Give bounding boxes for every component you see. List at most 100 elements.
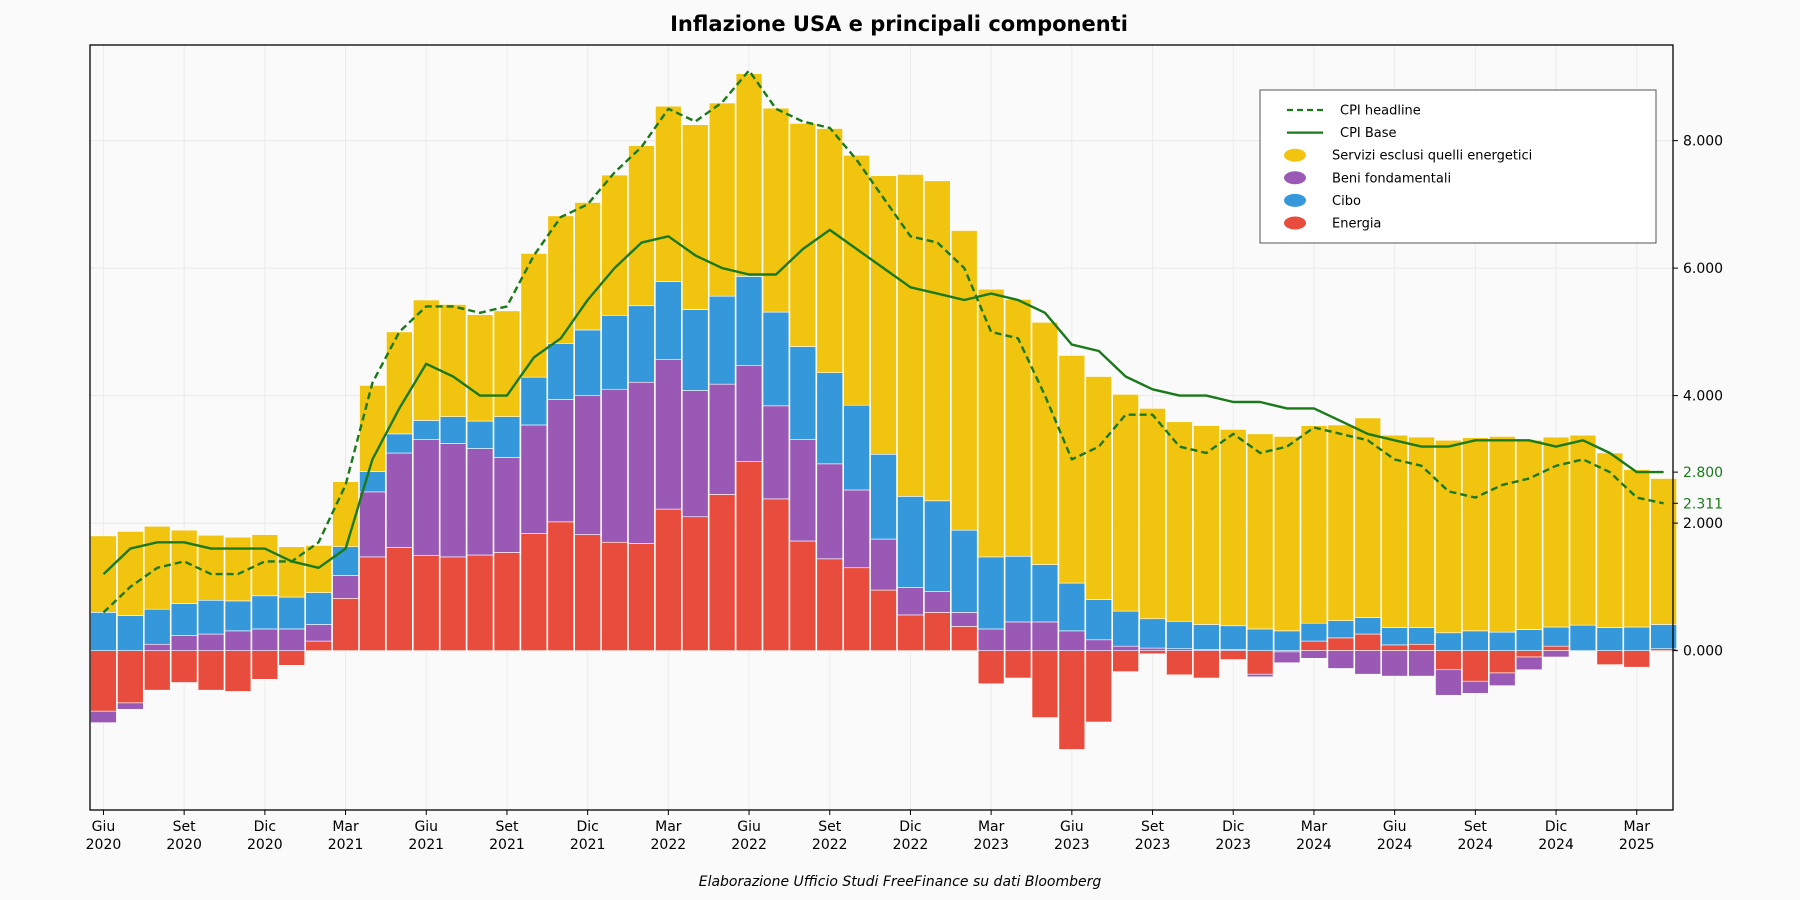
bar-beni [1085, 639, 1113, 651]
bar-energia [1462, 650, 1489, 682]
bar-energia [708, 494, 736, 651]
bar-servizi [1085, 376, 1113, 600]
bar-energia [1004, 650, 1032, 679]
bar-cibo [1193, 624, 1220, 650]
bar-servizi [1112, 394, 1139, 612]
legend-marker [1284, 216, 1306, 230]
bar-cibo [1246, 628, 1274, 651]
x-tick-year: 2020 [86, 837, 122, 853]
x-tick-month: Set [1464, 819, 1488, 835]
bar-beni [924, 591, 951, 613]
x-tick-year: 2024 [1377, 837, 1413, 853]
bar-servizi [1058, 355, 1086, 584]
bar-beni [708, 383, 736, 495]
bar-cibo [1300, 622, 1328, 642]
x-tick-month: Set [173, 819, 197, 835]
bar-servizi [1246, 433, 1274, 630]
bar-energia [681, 516, 709, 651]
bar-beni [1515, 656, 1543, 671]
bar-energia [332, 598, 359, 651]
bar-cibo [1220, 625, 1247, 650]
bar-servizi [1166, 421, 1193, 622]
bar-beni [1381, 650, 1408, 677]
x-tick-year: 2025 [1619, 837, 1655, 853]
x-tick-month: Mar [655, 819, 682, 835]
line-end-label: 2.800 [1683, 465, 1723, 481]
bar-energia [197, 650, 225, 691]
bar-servizi [547, 215, 574, 344]
bar-servizi [251, 534, 279, 597]
bar-servizi [1596, 452, 1624, 628]
bar-beni [1058, 630, 1086, 651]
bar-cibo [493, 416, 521, 458]
legend-marker [1284, 171, 1306, 185]
bar-cibo [897, 496, 924, 588]
bar-energia [1327, 637, 1355, 651]
bar-beni [681, 390, 709, 518]
bar-beni [628, 381, 655, 544]
bar-energia [251, 650, 279, 680]
bar-servizi [601, 174, 628, 316]
bar-cibo [224, 600, 252, 632]
bar-cibo [1139, 618, 1166, 649]
bar-servizi [1031, 322, 1059, 565]
bar-cibo [708, 295, 736, 385]
bar-servizi [1569, 434, 1597, 626]
bar-servizi [1354, 417, 1382, 618]
x-tick-year: 2024 [1458, 837, 1494, 853]
bar-beni [359, 491, 386, 558]
bar-energia [1515, 650, 1543, 658]
bar-servizi [1435, 439, 1462, 634]
bar-servizi [762, 107, 790, 313]
bar-energia [520, 533, 548, 651]
bar-beni [412, 439, 440, 556]
bar-servizi [870, 175, 897, 455]
x-tick-month: Dic [254, 819, 276, 835]
bar-beni [1273, 651, 1301, 664]
bar-cibo [305, 592, 332, 625]
bar-servizi [628, 145, 655, 307]
bar-servizi [950, 230, 978, 531]
bar-energia [144, 650, 171, 691]
bar-beni [950, 612, 978, 627]
bar-cibo [144, 608, 171, 645]
bar-beni [1112, 645, 1139, 651]
bar-beni [278, 628, 305, 651]
bar-servizi [332, 481, 359, 548]
bar-cibo [197, 599, 225, 635]
bar-cibo [950, 529, 978, 613]
bar-servizi [1193, 425, 1220, 625]
bar-servizi [897, 174, 924, 497]
bar-servizi [305, 545, 332, 593]
bar-energia [843, 567, 870, 651]
bar-beni [1354, 650, 1382, 675]
bar-cibo [924, 500, 951, 592]
bar-energia [412, 555, 440, 651]
legend-label: CPI Base [1340, 126, 1397, 141]
bar-energia [90, 650, 117, 712]
bar-beni [601, 388, 628, 543]
bar-cibo [977, 556, 1005, 630]
bar-cibo [251, 595, 279, 630]
bar-cibo [816, 372, 843, 465]
bar-beni [332, 575, 359, 599]
bar-energia [870, 589, 897, 651]
bar-servizi [1462, 437, 1489, 632]
x-tick-month: Giu [737, 819, 761, 835]
bar-beni [977, 628, 1005, 651]
bar-servizi [655, 105, 682, 282]
x-axis: Giu 2020 Set 2020 Dic 2020 Mar 2021 Giu 2021 Set 20… [86, 810, 1655, 853]
x-tick-month: Giu [1383, 819, 1407, 835]
bar-energia [601, 541, 628, 651]
y-axis-right: 2.311 2.800 0.000 2.000 4.000 6.000 8.000 [1673, 134, 1723, 660]
bar-servizi [574, 202, 601, 331]
stacked-bars [90, 73, 1677, 750]
legend-label: Cibo [1332, 194, 1361, 209]
bar-energia [305, 640, 332, 651]
legend-label: Energia [1332, 217, 1381, 232]
bar-beni [1462, 680, 1489, 694]
bar-energia [1220, 650, 1247, 660]
bar-cibo [1327, 620, 1355, 639]
bar-servizi [1220, 429, 1247, 627]
